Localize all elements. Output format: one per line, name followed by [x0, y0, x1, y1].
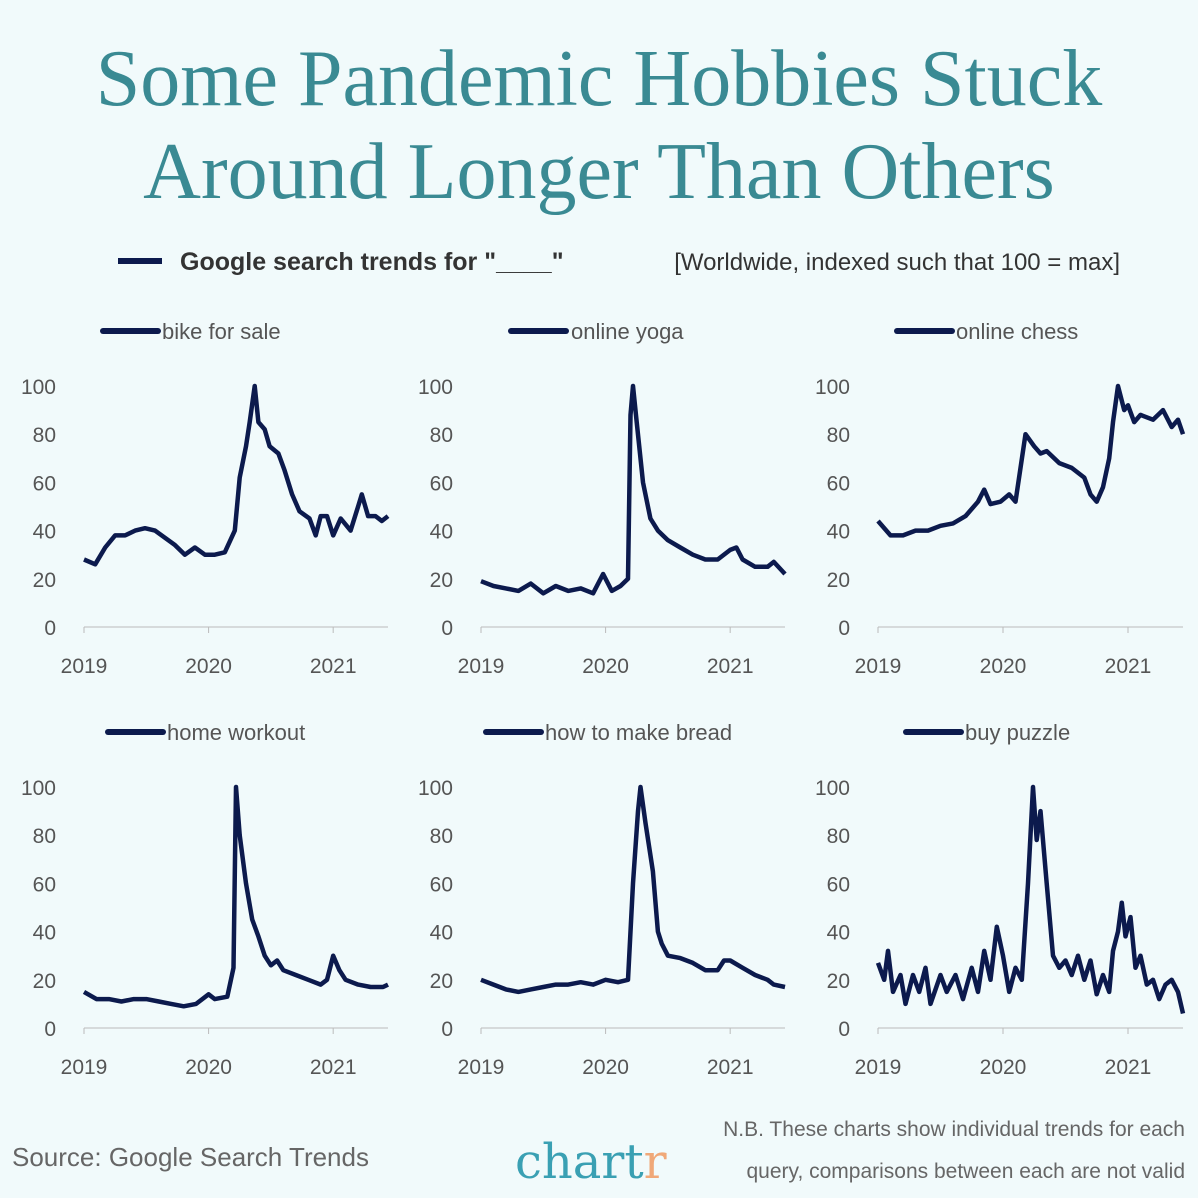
x-tick-label: 2019 — [855, 1056, 902, 1079]
series-label: bike for sale — [162, 319, 281, 344]
x-tick-label: 2021 — [310, 1056, 357, 1079]
x-tick-label: 2019 — [61, 1056, 108, 1079]
y-tick-label: 40 — [827, 521, 850, 544]
x-tick-label: 2019 — [458, 655, 505, 678]
y-tick-label: 80 — [827, 424, 850, 447]
y-tick-label: 20 — [827, 970, 850, 993]
x-tick-label: 2020 — [185, 1056, 232, 1079]
x-tick-label: 2020 — [582, 1056, 629, 1079]
series-line — [480, 383, 787, 596]
y-tick-label: 80 — [827, 825, 850, 848]
panel-bike-for-sale: bike for sale 0 20 40 60 80 100 2019 2020 2021 — [21, 319, 390, 678]
y-tick-label: 80 — [33, 825, 56, 848]
series-label: buy puzzle — [965, 720, 1070, 745]
x-tick-label: 2019 — [61, 655, 108, 678]
panel-online-chess: online chess 0 20 40 60 80 100 2019 2020 2021 — [815, 319, 1186, 678]
title-line-1: Some Pandemic Hobbies Stuck — [96, 35, 1103, 123]
y-tick-label: 40 — [33, 521, 56, 544]
x-tick-label: 2021 — [1105, 1056, 1152, 1079]
y-tick-label: 60 — [430, 873, 453, 896]
legend-main: Google search trends for "____" — [180, 248, 564, 276]
y-tick-label: 0 — [838, 617, 850, 640]
y-tick-label: 0 — [441, 1018, 453, 1041]
title-line-2: Around Longer Than Others — [143, 128, 1055, 216]
x-tick-label: 2019 — [855, 655, 902, 678]
y-tick-label: 20 — [827, 569, 850, 592]
y-tick-label: 40 — [33, 922, 56, 945]
x-tick-label: 2020 — [980, 1056, 1027, 1079]
y-tick-label: 20 — [430, 569, 453, 592]
y-tick-label: 100 — [815, 376, 850, 399]
y-tick-label: 80 — [430, 825, 453, 848]
y-tick-label: 20 — [33, 569, 56, 592]
x-tick-label: 2021 — [310, 655, 357, 678]
y-tick-label: 100 — [815, 777, 850, 800]
x-tick-label: 2019 — [458, 1056, 505, 1079]
chartr-logo: chartr — [515, 1134, 667, 1190]
y-tick-label: 20 — [33, 970, 56, 993]
x-tick-label: 2020 — [980, 655, 1027, 678]
panel-online-yoga: online yoga 0 20 40 60 80 100 2019 2020 2021 — [418, 319, 787, 678]
y-tick-label: 60 — [33, 873, 56, 896]
panel-buy-puzzle: buy puzzle 0 20 40 60 80 100 2019 2020 2021 — [815, 720, 1186, 1079]
y-tick-label: 40 — [430, 521, 453, 544]
x-tick-label: 2021 — [1105, 655, 1152, 678]
series-line — [480, 784, 786, 995]
x-tick-label: 2020 — [582, 655, 629, 678]
note-line-1: N.B. These charts show individual trends… — [723, 1118, 1185, 1141]
y-tick-label: 0 — [441, 617, 453, 640]
x-tick-label: 2021 — [707, 655, 754, 678]
y-tick-label: 0 — [44, 617, 56, 640]
x-tick-label: 2021 — [707, 1056, 754, 1079]
series-label: online chess — [956, 319, 1078, 344]
panel-how-to-make-bread: how to make bread 0 20 40 60 80 100 2019 2020 202… — [418, 720, 786, 1079]
y-tick-label: 40 — [827, 922, 850, 945]
y-tick-label: 60 — [827, 873, 850, 896]
y-tick-label: 60 — [33, 472, 56, 495]
y-tick-label: 80 — [33, 424, 56, 447]
y-tick-label: 100 — [418, 777, 453, 800]
series-label: online yoga — [571, 319, 684, 344]
legend-note: [Worldwide, indexed such that 100 = max] — [674, 249, 1120, 276]
y-tick-label: 0 — [44, 1018, 56, 1041]
series-label: how to make bread — [545, 720, 732, 745]
note-line-2: query, comparisons between each are not … — [746, 1160, 1185, 1183]
y-tick-label: 100 — [418, 376, 453, 399]
series-line — [875, 784, 1186, 1015]
x-tick-label: 2020 — [185, 655, 232, 678]
y-tick-label: 0 — [838, 1018, 850, 1041]
series-line — [876, 383, 1186, 538]
y-tick-label: 80 — [430, 424, 453, 447]
y-tick-label: 20 — [430, 970, 453, 993]
source-text: Source: Google Search Trends — [12, 1142, 369, 1172]
panel-home-workout: home workout 0 20 40 60 80 100 2019 2020 2021 — [21, 720, 389, 1079]
y-tick-label: 40 — [430, 922, 453, 945]
y-tick-label: 100 — [21, 376, 56, 399]
y-tick-label: 60 — [430, 472, 453, 495]
y-tick-label: 100 — [21, 777, 56, 800]
series-line — [82, 784, 389, 1009]
y-tick-label: 60 — [827, 472, 850, 495]
series-line — [83, 383, 390, 567]
series-label: home workout — [167, 720, 305, 745]
